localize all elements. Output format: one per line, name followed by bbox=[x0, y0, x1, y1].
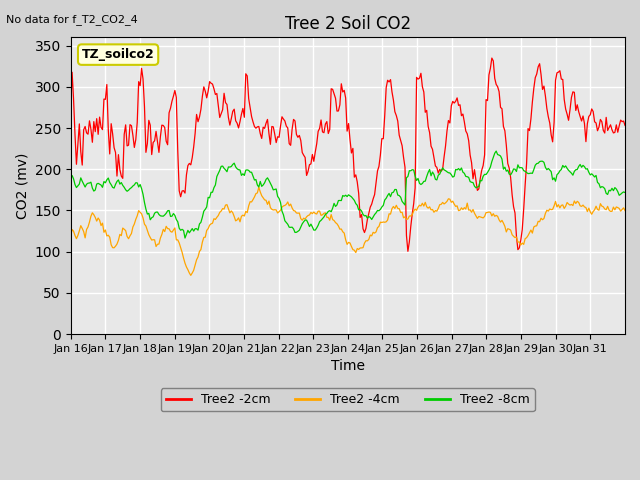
Text: No data for f_T2_CO2_4: No data for f_T2_CO2_4 bbox=[6, 14, 138, 25]
Tree2 -4cm bbox=[187, 273, 195, 278]
Title: Tree 2 Soil CO2: Tree 2 Soil CO2 bbox=[285, 15, 411, 33]
Tree2 -2cm bbox=[463, 131, 471, 137]
Tree2 -2cm bbox=[621, 122, 629, 128]
Tree2 -4cm bbox=[465, 207, 472, 213]
Tree2 -2cm bbox=[488, 55, 496, 61]
Tree2 -2cm bbox=[620, 118, 627, 124]
Tree2 -8cm bbox=[67, 176, 74, 182]
Tree2 -8cm bbox=[103, 177, 111, 183]
Tree2 -8cm bbox=[547, 169, 555, 175]
Tree2 -2cm bbox=[67, 106, 74, 111]
Tree2 -4cm bbox=[103, 233, 111, 239]
Tree2 -4cm bbox=[621, 208, 629, 214]
Tree2 -4cm bbox=[620, 205, 627, 211]
Tree2 -2cm bbox=[352, 172, 360, 178]
Tree2 -4cm bbox=[547, 207, 555, 213]
Tree2 -2cm bbox=[404, 249, 412, 254]
Text: TZ_soilco2: TZ_soilco2 bbox=[82, 48, 154, 61]
Tree2 -2cm bbox=[103, 82, 111, 87]
Tree2 -8cm bbox=[181, 235, 189, 241]
Tree2 -4cm bbox=[255, 184, 262, 190]
Tree2 -8cm bbox=[86, 180, 93, 186]
Tree2 -8cm bbox=[492, 148, 500, 154]
Tree2 -8cm bbox=[463, 174, 471, 180]
Line: Tree2 -2cm: Tree2 -2cm bbox=[70, 58, 625, 252]
X-axis label: Time: Time bbox=[331, 360, 365, 373]
Tree2 -8cm bbox=[620, 189, 627, 195]
Tree2 -2cm bbox=[547, 132, 555, 138]
Y-axis label: CO2 (mv): CO2 (mv) bbox=[15, 153, 29, 219]
Line: Tree2 -4cm: Tree2 -4cm bbox=[70, 187, 625, 276]
Tree2 -4cm bbox=[355, 247, 362, 252]
Tree2 -8cm bbox=[621, 190, 629, 195]
Legend: Tree2 -2cm, Tree2 -4cm, Tree2 -8cm: Tree2 -2cm, Tree2 -4cm, Tree2 -8cm bbox=[161, 388, 535, 411]
Tree2 -4cm bbox=[67, 233, 74, 239]
Tree2 -2cm bbox=[86, 118, 93, 124]
Tree2 -4cm bbox=[86, 219, 93, 225]
Line: Tree2 -8cm: Tree2 -8cm bbox=[70, 151, 625, 238]
Tree2 -8cm bbox=[353, 203, 361, 208]
